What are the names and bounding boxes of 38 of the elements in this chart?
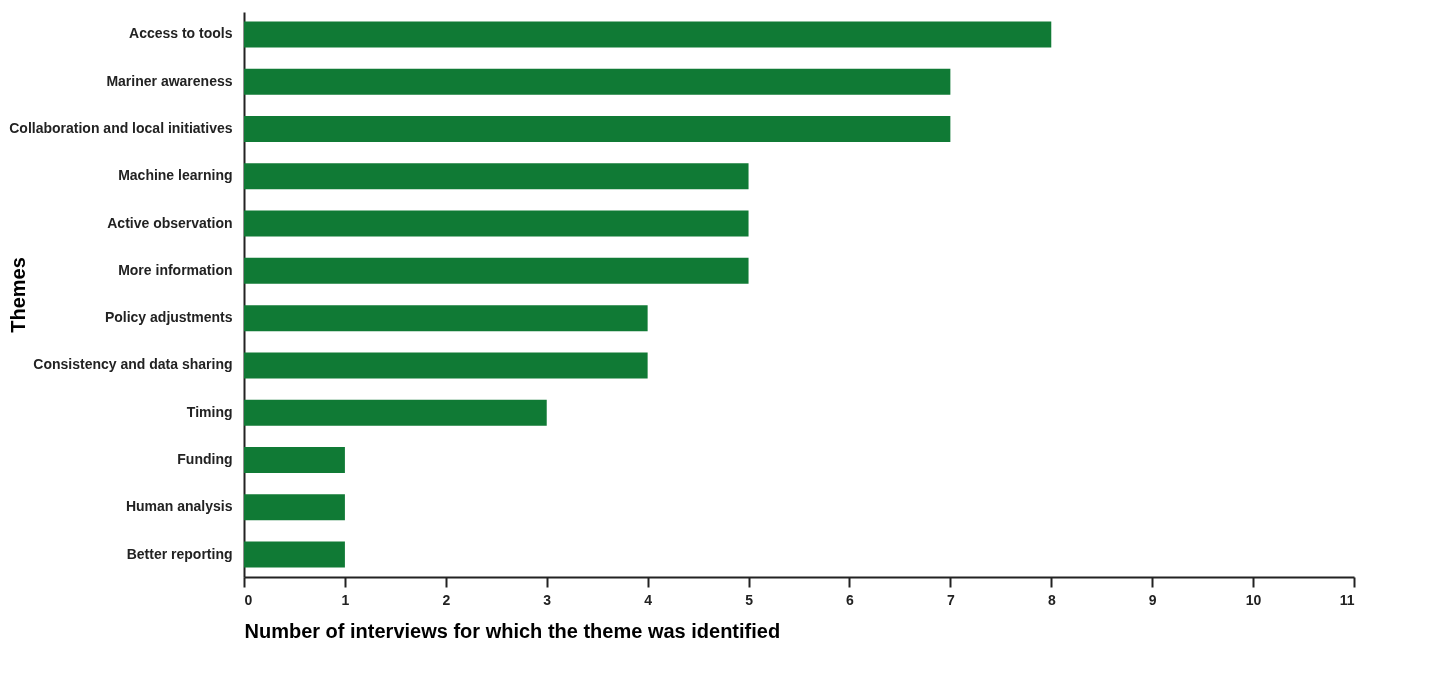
y-tick-label: Funding — [177, 450, 233, 467]
x-tick-label: 7 — [946, 591, 955, 608]
x-tick-label: 8 — [1047, 591, 1056, 608]
x-tick-label: 1 — [341, 591, 350, 608]
bar — [244, 116, 951, 143]
y-tick-label: Human analysis — [125, 498, 233, 515]
x-axis-title: Number of interviews for which the theme was identified — [244, 619, 781, 642]
y-tick-label: More information — [118, 261, 233, 278]
x-tick-label: 5 — [745, 591, 754, 608]
x-tick-label: 4 — [644, 591, 653, 608]
bar — [244, 21, 1052, 48]
bar — [244, 352, 648, 379]
bar — [244, 446, 345, 473]
bar — [244, 68, 951, 95]
bar — [244, 305, 648, 332]
x-tick-label: 0 — [244, 591, 253, 608]
bar — [244, 541, 345, 568]
x-tick-label: 9 — [1148, 591, 1157, 608]
x-tick-label: 10 — [1245, 591, 1262, 608]
bar — [244, 494, 345, 521]
y-tick-label: Mariner awareness — [106, 72, 233, 89]
y-tick-label: Collaboration and local initiatives — [9, 120, 233, 137]
x-tick-label: 2 — [442, 591, 451, 608]
x-tick-label: 6 — [846, 591, 855, 608]
y-tick-label: Machine learning — [118, 167, 233, 184]
bar — [244, 257, 749, 284]
y-tick-label: Timing — [186, 403, 233, 420]
x-tick-label: 11 — [1339, 591, 1355, 608]
y-tick-label: Consistency and data sharing — [33, 356, 233, 373]
bar — [244, 399, 547, 426]
x-tick-label: 3 — [543, 591, 552, 608]
bar — [244, 210, 749, 237]
y-tick-label: Better reporting — [126, 545, 233, 562]
y-tick-label: Active observation — [107, 214, 233, 231]
y-axis-title: Themes — [6, 257, 29, 333]
y-tick-label: Access to tools — [129, 25, 233, 42]
y-tick-label: Policy adjustments — [104, 309, 233, 326]
bar — [244, 163, 749, 190]
